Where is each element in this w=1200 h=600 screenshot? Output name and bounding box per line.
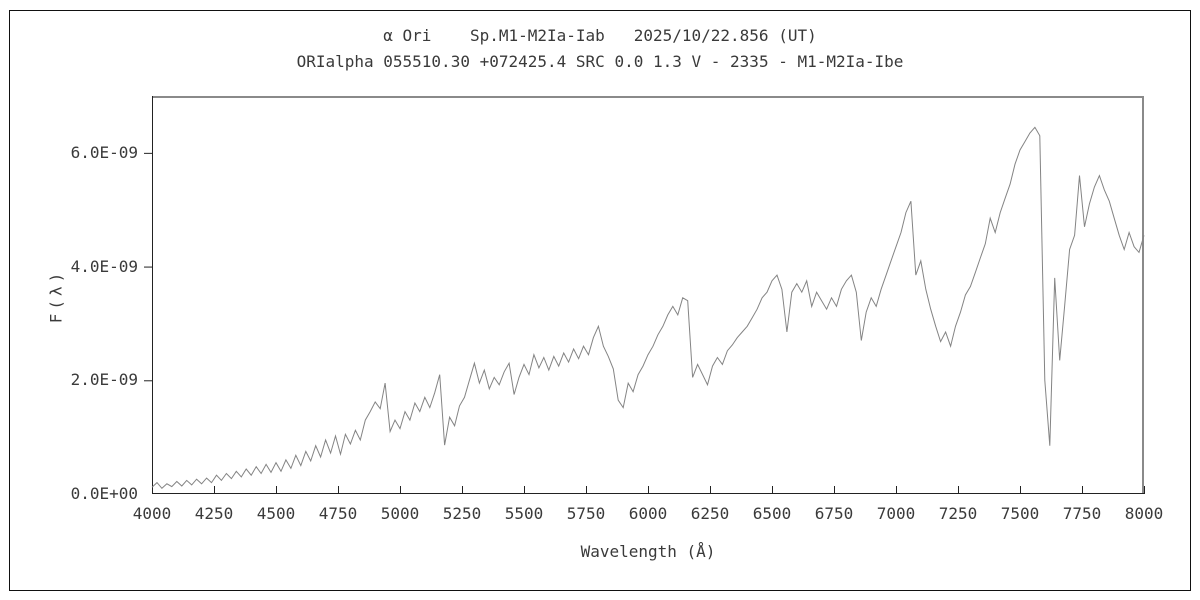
x-tick-label: 6750 (814, 504, 854, 523)
chart-title: α Ori Sp.M1-M2Ia-Iab 2025/10/22.856 (UT) (383, 26, 817, 45)
chart-subtitle: ORIalpha 055510.30 +072425.4 SRC 0.0 1.3… (296, 52, 904, 71)
x-tick-label: 7250 (938, 504, 978, 523)
x-tick-label: 6250 (690, 504, 730, 523)
x-tick-label: 7000 (876, 504, 916, 523)
x-tick-label: 6500 (752, 504, 792, 523)
spectrum-line (151, 126, 1145, 490)
x-tick-label: 8000 (1124, 504, 1164, 523)
y-tick-label: 0.0E+00 (70, 484, 138, 503)
x-axis-label: Wavelength (Å) (580, 542, 716, 561)
plot-area (144, 96, 1145, 494)
x-tick-label: 5000 (380, 504, 420, 523)
x-tick-label: 4750 (318, 504, 358, 523)
x-tick-label: 6000 (628, 504, 668, 523)
x-tick-label: 4250 (194, 504, 234, 523)
x-tick-label: 4000 (132, 504, 172, 523)
y-tick-labels: 0.0E+00 2.0E-09 4.0E-09 6.0E-09 (0, 0, 138, 600)
plot-canvas (144, 96, 1145, 494)
x-tick-label: 7750 (1062, 504, 1102, 523)
x-tick-label: 5750 (566, 504, 606, 523)
x-tick-label: 7500 (1000, 504, 1040, 523)
x-tick-label: 5500 (504, 504, 544, 523)
outer-border (9, 10, 1191, 591)
y-tick-label: 4.0E-09 (70, 256, 138, 276)
x-tick-label: 5250 (442, 504, 482, 523)
y-tick-label: 6.0E-09 (70, 142, 138, 162)
y-tick-label: 2.0E-09 (70, 370, 138, 390)
x-tick-label: 4500 (256, 504, 296, 523)
